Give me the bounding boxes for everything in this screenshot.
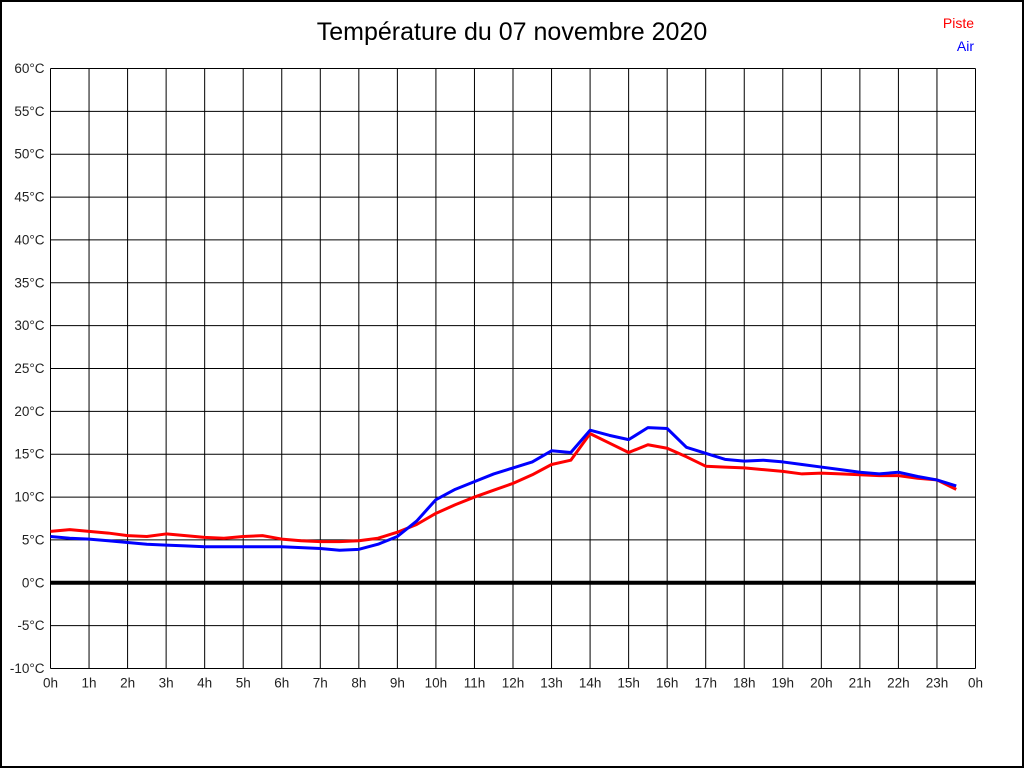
x-tick-label: 1h: [82, 676, 97, 691]
x-tick-label: 2h: [120, 676, 135, 691]
y-tick-label: 50°C: [14, 147, 44, 162]
x-tick-label: 18h: [733, 676, 756, 691]
y-tick-label: 15°C: [14, 447, 44, 462]
x-tick-label: 8h: [351, 676, 366, 691]
x-tick-label: 22h: [887, 676, 910, 691]
x-tick-label: 12h: [502, 676, 525, 691]
x-tick-label: 19h: [772, 676, 795, 691]
y-tick-label: 0°C: [22, 575, 45, 590]
x-tick-label: 3h: [159, 676, 174, 691]
x-tick-label: 15h: [617, 676, 640, 691]
x-tick-label: 6h: [274, 676, 289, 691]
series-line-piste: [50, 432, 957, 544]
x-tick-label: 9h: [390, 676, 405, 691]
x-tick-label: 0h: [43, 676, 58, 691]
x-tick-label: 16h: [656, 676, 679, 691]
y-tick-label: 5°C: [22, 532, 45, 547]
legend: Piste Air: [943, 12, 974, 58]
y-tick-label: 45°C: [14, 190, 44, 205]
y-tick-label: 20°C: [14, 404, 44, 419]
x-tick-label: 10h: [425, 676, 448, 691]
legend-item-air: Air: [956, 38, 974, 54]
chart-title: Température du 07 novembre 2020: [316, 18, 708, 46]
y-tick-label: 30°C: [14, 318, 44, 333]
x-tick-label: 7h: [313, 676, 328, 691]
x-tick-label: 4h: [197, 676, 212, 691]
x-tick-label: 20h: [810, 676, 833, 691]
x-tick-label: 0h: [968, 676, 983, 691]
x-tick-label: 14h: [579, 676, 602, 691]
y-tick-label: 25°C: [14, 361, 44, 376]
y-tick-label: 40°C: [14, 232, 44, 247]
y-tick-label: 55°C: [14, 104, 44, 119]
x-tick-label: 23h: [926, 676, 949, 691]
x-tick-label: 17h: [694, 676, 717, 691]
y-tick-label: 10°C: [14, 490, 44, 505]
x-tick-label: 11h: [464, 676, 486, 691]
x-tick-label: 13h: [540, 676, 563, 691]
series-line-air: [50, 426, 957, 552]
x-tick-label: 21h: [849, 676, 872, 691]
y-tick-label: 60°C: [14, 61, 44, 76]
y-tick-label: -5°C: [17, 618, 44, 633]
y-tick-label: 35°C: [14, 275, 44, 290]
legend-item-piste: Piste: [942, 15, 974, 31]
y-tick-label: -10°C: [10, 661, 45, 676]
x-tick-label: 5h: [236, 676, 251, 691]
